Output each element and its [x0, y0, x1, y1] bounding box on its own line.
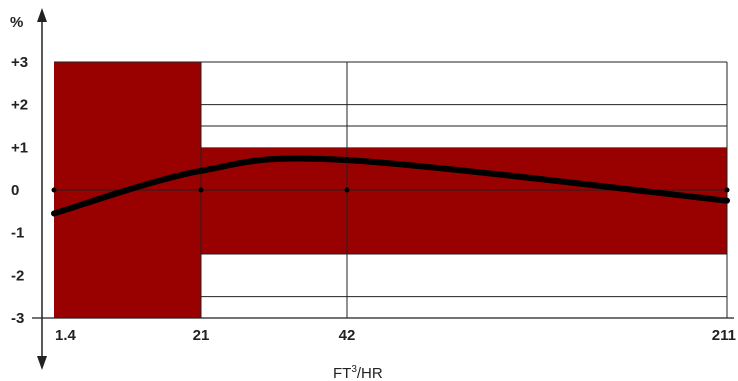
- y-tick-label-5: -2: [11, 267, 24, 284]
- zero-marker-211: [724, 187, 730, 193]
- zero-marker-42: [344, 187, 350, 193]
- zero-marker-21: [198, 187, 204, 193]
- y-tick-label-0: +3: [11, 54, 28, 71]
- x-title-rest: /HR: [357, 365, 383, 381]
- grid-lines: [51, 61, 730, 319]
- y-tick-label-4: -1: [11, 225, 24, 242]
- y-tick-label-1: +2: [11, 97, 28, 114]
- x-title-superscript: 3: [351, 364, 357, 375]
- accuracy-curve-group: [51, 155, 730, 217]
- y-axis-arrow-up: [37, 8, 47, 22]
- y-unit-label: %: [10, 14, 23, 31]
- y-tick-label-6: -3: [11, 310, 24, 327]
- x-axis-title: FT3/HR: [333, 364, 383, 381]
- axes: [32, 8, 734, 370]
- zero-marker-1.4: [51, 187, 57, 193]
- x-tick-label-1: 21: [193, 327, 210, 344]
- accuracy-curve: [51, 155, 730, 217]
- y-axis-arrow-down: [37, 356, 47, 370]
- tolerance-band-2: [201, 147, 727, 254]
- x-tick-label-0: 1.4: [55, 327, 77, 344]
- x-tick-label-3: 211: [712, 327, 736, 344]
- x-tick-label-2: 42: [339, 327, 356, 344]
- x-title-main: FT: [333, 365, 351, 381]
- y-tick-label-2: +1: [11, 139, 28, 156]
- y-tick-label-3: 0: [11, 182, 19, 199]
- tick-labels: +3 +2 +1 0 -1 -2 -3 1.4 21 42 211: [11, 54, 736, 344]
